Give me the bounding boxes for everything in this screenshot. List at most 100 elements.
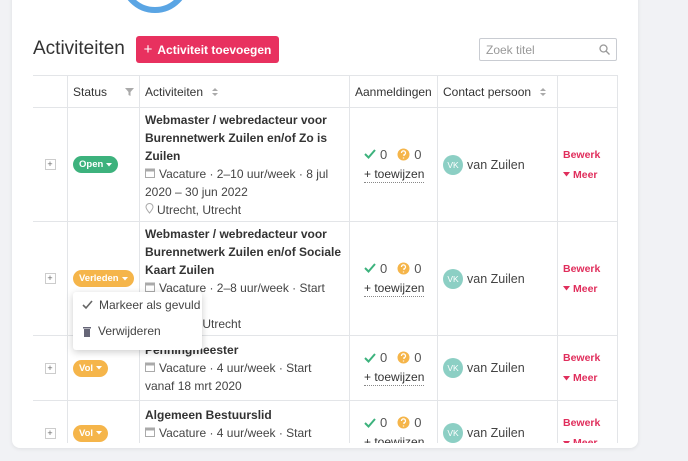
pending-count: 0 [414,260,422,276]
assign-link[interactable]: + toewijzen [364,166,425,183]
more-label: Meer [573,437,598,443]
add-button-label: Activiteit toevoegen [157,42,272,57]
table-cell: 0 0 + toewijzen [350,108,438,221]
logo-arc [127,0,183,13]
icon [364,149,376,159]
accepted-count: 0 [380,146,388,162]
avatar: VK [443,268,463,289]
icon [563,440,570,443]
column-header[interactable]: Aanmeldingen [355,84,432,99]
icon [563,375,570,381]
icon [211,87,219,97]
icon [121,276,128,281]
expand-button[interactable]: + [44,427,56,439]
table-row: + Vol Algemeen Bestuurslid Vacature · 4 uur… [33,401,618,443]
pending-count: 0 [414,146,422,162]
icon [364,263,376,273]
more-link[interactable]: Meer [563,279,612,299]
header-cell: Contact persoon [438,76,558,107]
status-pill[interactable]: Verleden [73,270,134,287]
edit-link[interactable]: Bewerk [563,148,601,161]
table-cell: VK van Zuilen [438,336,558,400]
more-label: Meer [573,372,598,384]
contact: VK van Zuilen [443,154,552,175]
column-header[interactable]: Contact persoon [443,84,532,99]
icon [391,148,410,161]
edit-link[interactable]: Bewerk [563,262,601,275]
assign-link[interactable]: + toewijzen [364,370,425,386]
table-cell: VK van Zuilen [438,401,558,443]
table-row: + Open Webmaster / webredacteur voor Buren… [33,108,618,222]
edit-link[interactable]: Bewerk [563,417,601,429]
status-pill[interactable]: Open [73,156,119,173]
column-header[interactable]: Status [73,84,108,99]
status-pill[interactable]: Vol [73,359,109,377]
contact-name[interactable]: van Zuilen [467,271,525,286]
assign-link[interactable]: + toewijzen [364,280,425,297]
avatar: VK [443,358,463,378]
activity-title[interactable]: Webmaster / webredacteur voor Burennetwe… [145,112,328,163]
search-icon [599,44,610,55]
contact-name[interactable]: van Zuilen [467,361,525,375]
more-link[interactable]: Meer [563,165,612,185]
icon [563,286,570,291]
icon [96,366,103,370]
activity-title[interactable]: Webmaster / webredacteur voor Burennetwe… [145,226,342,277]
contact: VK van Zuilen [443,423,552,443]
table-cell: + [33,336,68,400]
activity-location: Utrecht, Utrecht [145,201,344,219]
item-label: Verwijderen [98,324,161,338]
contact: VK van Zuilen [443,358,552,378]
contact-name[interactable]: van Zuilen [467,157,525,172]
location-text: Utrecht, Utrecht [157,202,242,217]
expand-button[interactable]: + [44,273,56,284]
icon [539,87,547,97]
table-cell: Bewerk Meer [558,336,618,400]
table-cell: + [33,108,68,221]
edit-link[interactable]: Bewerk [563,352,601,364]
activity-details: Vacature · 2–10 uur/week · 8 jul 2020 – … [145,165,344,201]
avatar: VK [443,423,463,443]
status-label: Vol [79,427,94,439]
search-box[interactable]: Zoek titel [479,38,617,61]
table-cell: VK van Zuilen [438,222,558,335]
status-label: Open [79,159,104,170]
column-header[interactable]: Activiteiten [145,84,204,99]
dropdown: Markeer als gevuld Verwijderen [73,292,202,350]
header-cell: Aanmeldingen [350,76,438,107]
assign-link[interactable]: + toewijzen [364,434,424,443]
more-link[interactable]: Meer [563,433,612,443]
contact-name[interactable]: van Zuilen [467,426,525,440]
header-cell: Activiteiten [140,76,350,107]
table-cell: Algemeen Bestuurslid Vacature · 4 uur/wee… [140,401,350,443]
dropdown-item[interactable]: Verwijderen [73,318,202,344]
icon [145,282,159,292]
activity-title[interactable]: Algemeen Bestuurslid [145,408,272,422]
expand-button[interactable]: + [44,362,56,374]
table-cell: Open [68,108,140,221]
table-cell: 0 0 + toewijzen [350,336,438,400]
table-cell: Vol [68,336,140,400]
contact: VK van Zuilen [443,268,552,289]
expand-button[interactable]: + [44,159,56,170]
icon [96,431,103,435]
header-cell [558,76,618,107]
accepted-count: 0 [380,260,388,276]
table-cell: 0 0 + toewijzen [350,222,438,335]
search-placeholder: Zoek titel [486,43,535,57]
add-button[interactable]: + Activiteit toevoegen [136,36,279,63]
dropdown-item[interactable]: Markeer als gevuld [73,292,202,318]
status-label: Vol [79,362,94,374]
table-cell: Webmaster / webredacteur voor Burennetwe… [140,108,350,221]
card [12,0,638,448]
icon [391,416,410,429]
header-cell: Status [68,76,140,107]
status-label: Verleden [79,273,119,284]
item-label: Markeer als gevuld [99,298,201,312]
status-pill[interactable]: Vol [73,424,109,442]
more-link[interactable]: Meer [563,368,612,388]
